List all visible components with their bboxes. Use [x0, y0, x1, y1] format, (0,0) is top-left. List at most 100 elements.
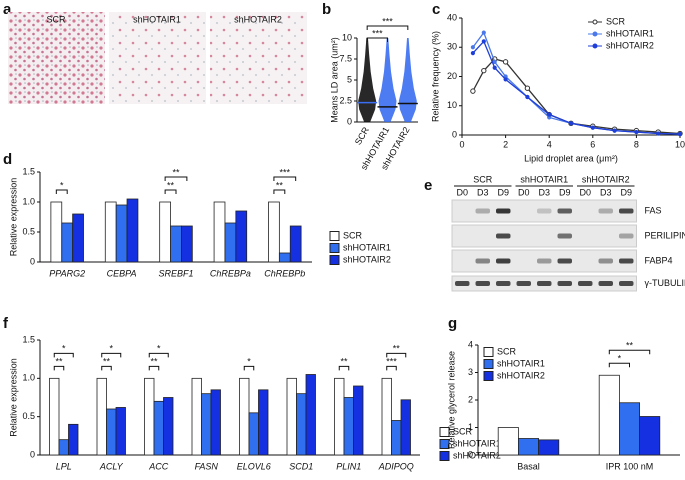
y-tick-label: 5 [347, 74, 352, 84]
bar [61, 222, 74, 263]
bar [239, 377, 250, 456]
significance-label: ** [626, 341, 634, 351]
x-tick-label: LPL [56, 461, 72, 471]
significance-bracket [366, 25, 409, 30]
significance-bracket [101, 365, 112, 371]
point [470, 88, 476, 94]
significance-bracket [164, 189, 177, 194]
significance-label: ** [340, 357, 348, 367]
row-label: γ-TUBULIN [645, 278, 685, 288]
significance-bracket [243, 365, 255, 371]
blot-band [516, 281, 531, 286]
blot-band [598, 281, 613, 286]
lane-label: D0 [456, 187, 468, 197]
significance-label: ** [167, 180, 175, 190]
y-tick-label: 2.5 [339, 95, 352, 105]
legend-swatch [329, 231, 340, 241]
bar [343, 397, 354, 456]
x-tick-label: SCD1 [289, 461, 313, 471]
point [470, 45, 475, 50]
panel-letter: d [3, 151, 12, 168]
x-tick-label: FASN [195, 461, 219, 471]
significance-bracket [608, 349, 651, 355]
bar [106, 408, 117, 456]
legend-swatch [439, 427, 450, 437]
significance-bracket [164, 176, 188, 181]
x-tick-label: 10 [675, 139, 685, 149]
significance-label: ** [393, 344, 401, 354]
y-tick-label: 2 [468, 394, 473, 404]
distribution-cloud [378, 38, 397, 122]
panel-a: a SCR shHOTAIR1 shHOTAIR2 [3, 1, 307, 104]
legend-swatch [483, 347, 494, 357]
y-tick-label: 40 [447, 12, 457, 22]
image-label: shHOTAIR1 [133, 14, 181, 24]
x-tick-label: 0 [459, 139, 464, 149]
bar [353, 385, 364, 456]
point [634, 129, 639, 135]
significance-label: ** [276, 180, 284, 190]
blot-band [619, 208, 634, 214]
y-tick-label: 7.5 [339, 53, 352, 63]
legend-swatch [329, 243, 340, 253]
blot-band [619, 281, 634, 286]
point [503, 77, 508, 82]
point [677, 132, 683, 137]
group-label: shHOTAIR1 [520, 174, 568, 184]
blot-band [496, 233, 511, 239]
bar [268, 201, 280, 263]
x-tick-label: ADIPOQ [378, 461, 414, 471]
x-tick-label: PLIN1 [336, 461, 361, 471]
significance-bracket [386, 365, 397, 371]
significance-label: *** [382, 16, 393, 26]
x-tick-label: ChREBPb [264, 268, 305, 278]
y-tick-label: 1.5 [22, 166, 35, 176]
lane-label: D9 [620, 187, 632, 197]
y-tick-label: 20 [447, 71, 457, 81]
significance-label: * [157, 344, 161, 354]
lane-label: D0 [579, 187, 591, 197]
legend-marker [592, 31, 598, 37]
point [547, 112, 552, 117]
bar [104, 201, 117, 263]
y-tick-label: 0 [347, 116, 352, 126]
lane-label: D3 [600, 187, 612, 197]
bar [213, 201, 226, 263]
x-tick-label: ACLY [99, 461, 124, 471]
y-tick-label: 10 [342, 32, 352, 42]
x-tick-label: 6 [590, 139, 595, 149]
panel-letter: e [424, 177, 432, 194]
significance-label: ** [55, 357, 63, 367]
legend-swatch [329, 255, 340, 265]
significance-bracket [101, 352, 122, 358]
blot-band [455, 281, 470, 286]
x-tick-label: PPARG2 [49, 268, 85, 278]
significance-bracket [148, 352, 169, 358]
significance-bracket [386, 352, 407, 358]
bar [115, 407, 126, 456]
bar [286, 377, 297, 456]
bar [497, 427, 519, 456]
point [492, 65, 497, 70]
series-line [472, 58, 681, 135]
y-axis-label: Relative frequency (%) [430, 31, 440, 122]
lane-label: D9 [559, 187, 571, 197]
x-tick-label: IPR 100 nM [606, 461, 654, 471]
blot-band [475, 258, 490, 264]
group-label: shHOTAIR2 [582, 174, 630, 184]
y-axis-label: Relative expression [8, 358, 18, 437]
legend-label: shHOTAIR2 [497, 370, 545, 380]
point [656, 131, 661, 136]
legend-label: SCR [453, 426, 473, 436]
legend-label: shHOTAIR1 [453, 438, 501, 448]
blot-band [578, 281, 593, 286]
point [612, 128, 617, 133]
significance-label: * [247, 357, 251, 367]
significance-label: * [618, 354, 622, 364]
y-axis-label: Means LD area (um²) [329, 37, 339, 123]
significance-label: ** [103, 357, 111, 367]
significance-label: ** [172, 167, 180, 177]
panel-letter: g [448, 315, 457, 332]
